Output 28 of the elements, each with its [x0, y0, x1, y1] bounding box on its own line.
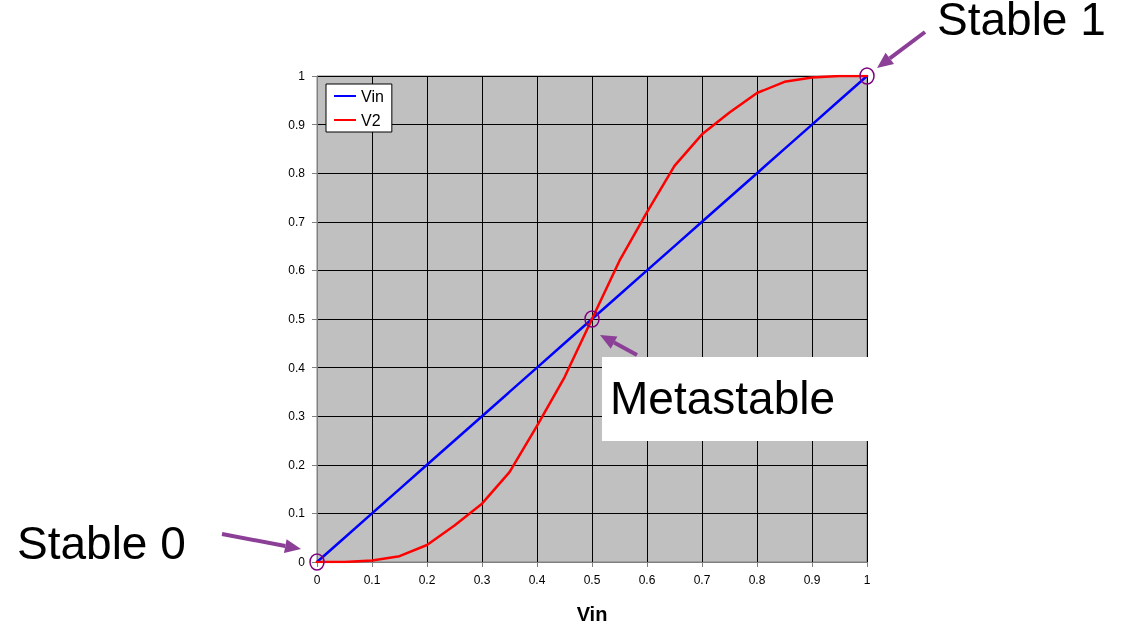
annotation: Stable 1	[937, 0, 1106, 45]
x-tick-label: 0	[313, 573, 321, 587]
y-tick-label: 0.2	[288, 457, 306, 472]
y-tick-label: 0.5	[288, 312, 306, 326]
x-tick-label: 0.3	[473, 573, 491, 587]
x-tick-label: 0.6	[638, 573, 656, 587]
x-axis-title: Vin	[576, 603, 608, 625]
y-tick-label: 0.8	[288, 166, 306, 181]
annotation: Stable 0	[17, 517, 186, 569]
y-tick-label: 0.9	[288, 117, 306, 132]
y-tick-label: 1	[298, 69, 306, 83]
legend-label: Vin	[361, 87, 384, 105]
x-tick-label: 0.9	[803, 573, 821, 587]
y-tick-label: 0.4	[288, 360, 306, 375]
legend-label: V2	[361, 111, 381, 129]
y-tick-label: 0.1	[288, 506, 306, 521]
x-tick-label: 0.5	[583, 573, 601, 587]
y-tick-label: 0.6	[288, 263, 306, 278]
x-tick-label: 0.7	[693, 573, 711, 587]
y-tick-label: 0.7	[288, 214, 306, 229]
x-tick-label: 0.2	[418, 573, 436, 587]
y-tick-label: 0.3	[288, 409, 306, 424]
x-tick-label: 0.4	[528, 573, 546, 587]
x-tick-label: 1	[863, 573, 871, 587]
annotation: Metastable	[602, 357, 876, 441]
y-tick-label: 0	[298, 555, 306, 569]
x-tick-label: 0.1	[363, 573, 381, 587]
x-tick-label: 0.8	[748, 573, 766, 587]
